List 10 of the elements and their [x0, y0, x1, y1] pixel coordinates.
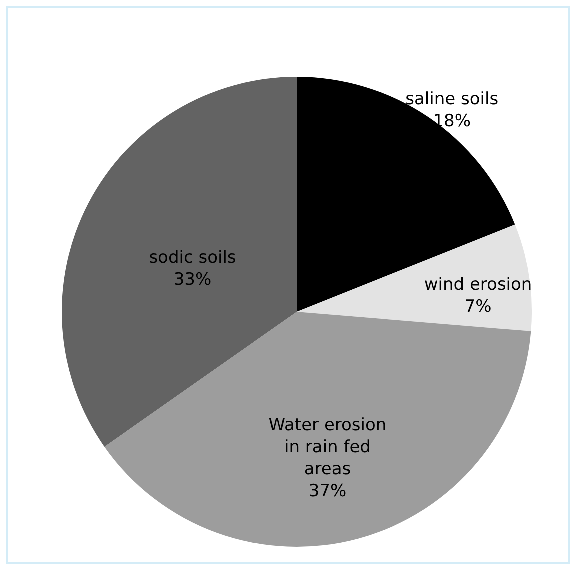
slice-label: saline soils: [406, 89, 499, 110]
data-label: 37%: [308, 481, 347, 502]
pie-slice: [104, 312, 532, 547]
pie-slice: [297, 224, 532, 332]
slice-label: Water erosion in rain fed areas: [268, 415, 387, 480]
data-label: 7%: [464, 296, 492, 317]
slice-label: wind erosion: [424, 274, 532, 295]
data-label: 18%: [433, 111, 472, 132]
data-label: 33%: [174, 270, 212, 290]
slice-label: sodic soils: [149, 248, 236, 268]
